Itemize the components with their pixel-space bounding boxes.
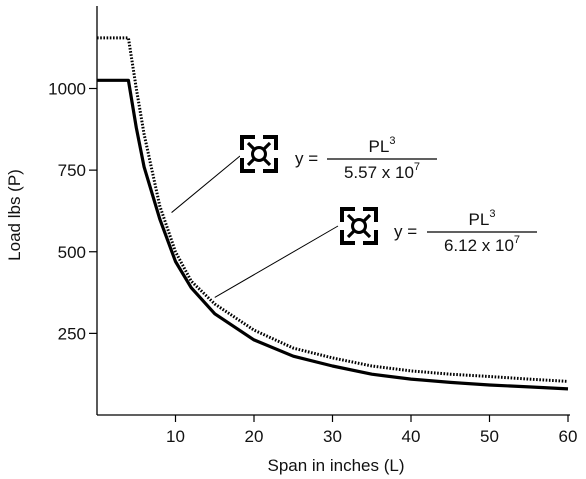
profile-slot-icon (274, 150, 278, 158)
x-tick-label: 20 (245, 427, 264, 446)
x-tick-label: 50 (480, 427, 499, 446)
y-tick-label: 750 (58, 161, 86, 180)
y-tick-label: 500 (58, 243, 86, 262)
ticks: 10 20 30 40 50 60 250 500 750 1000 (48, 80, 577, 447)
profile-slot-icon (255, 169, 263, 173)
profile-slot-icon (374, 222, 378, 230)
x-tick-label: 30 (323, 427, 342, 446)
x-tick-label: 10 (166, 427, 185, 446)
series-lines (97, 36, 569, 391)
x-axis-label: Span in inches (L) (267, 456, 404, 475)
equation-numerator: PL3 (369, 135, 396, 156)
y-axis-label: Load lbs (P) (5, 169, 24, 261)
profile-slot-icon (340, 222, 344, 230)
profile-slot-icon (255, 135, 263, 139)
annotations: y = PL3 5.57 x 107 y = PL3 6.12 x 107 (171, 135, 537, 298)
x-tick-label: 40 (402, 427, 421, 446)
profile-center-icon (351, 218, 367, 234)
series-line-dotted (97, 36, 569, 383)
profile-slot-icon (355, 207, 363, 211)
equation-lhs: y = (394, 222, 417, 241)
equation-lhs: y = (295, 149, 318, 168)
equation-numerator: PL3 (469, 208, 496, 229)
profile-slot-icon (240, 150, 244, 158)
equation-denominator: 5.57 x 107 (344, 161, 420, 182)
leader-line (214, 225, 339, 298)
axes (96, 6, 570, 416)
y-tick-label: 1000 (48, 80, 86, 99)
equation-annotation: y = PL3 6.12 x 107 (214, 207, 537, 298)
leader-line (171, 155, 241, 213)
equation-annotation: y = PL3 5.57 x 107 (171, 135, 437, 213)
profile-center-icon (251, 146, 267, 162)
y-tick-label: 250 (58, 324, 86, 343)
series-line-solid (97, 78, 569, 391)
x-tick-label: 60 (559, 427, 578, 446)
profile-slot-icon (355, 241, 363, 245)
equation-denominator: 6.12 x 107 (444, 234, 520, 255)
